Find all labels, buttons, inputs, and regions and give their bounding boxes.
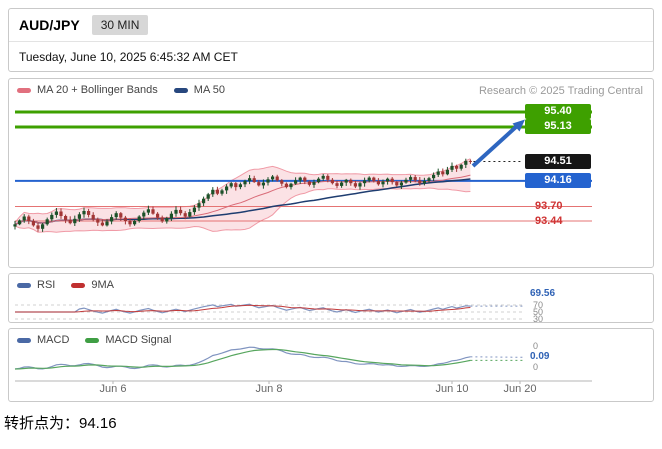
pivot-price-label: 94.16 — [525, 173, 591, 188]
symbol-title: AUD/JPY — [19, 17, 80, 33]
rsi-panel: RSI 9MA 69.56 70 50 30 — [8, 273, 654, 324]
macd-chart-canvas — [14, 346, 592, 384]
resistance1-price-label: 95.13 — [525, 119, 591, 134]
rsi-chart-canvas — [15, 303, 523, 320]
macd-current-value: 0.09 — [530, 351, 550, 362]
rsi-gridline-30-label: 30 — [533, 314, 544, 324]
macd-signal-swatch — [85, 337, 100, 343]
x-axis-label-jun-20: Jun 20 — [503, 383, 537, 395]
ma50-label: MA 50 — [193, 84, 225, 96]
rsi-9ma-swatch — [71, 282, 86, 288]
rsi-gridline-50-label: 50 — [533, 307, 544, 317]
chart-header: AUD/JPY 30 MIN Tuesday, June 10, 2025 6:… — [8, 8, 654, 72]
last-price-label: 94.51 — [525, 154, 591, 169]
macd-swatch — [17, 337, 31, 343]
interval-badge: 30 MIN — [91, 15, 149, 35]
macd-legend: MACD MACD Signal — [17, 334, 182, 346]
rsi-9ma-label: 9MA — [91, 279, 114, 291]
ma50-swatch — [173, 87, 188, 93]
ma20-bollinger-label: MA 20 + Bollinger Bands — [37, 84, 158, 96]
x-axis-label-jun-6: Jun 6 — [99, 383, 127, 395]
support1-price-label: 93.70 — [535, 200, 563, 212]
rsi-gridline-70-label: 70 — [533, 300, 544, 310]
macd-axis-bottom-label: 0 — [533, 362, 539, 372]
price-chart-panel: MA 20 + Bollinger Bands MA 50 Research ©… — [8, 78, 654, 268]
x-axis-label-jun-10: Jun 10 — [435, 383, 469, 395]
pivot-note-text: 转折点为：94.16 — [4, 415, 117, 432]
price-chart-canvas — [13, 110, 592, 233]
title-row: AUD/JPY 30 MIN — [9, 9, 653, 42]
macd-panel: MACD MACD Signal 0 0.09 0 Jun 6 Jun 8 Jun … — [8, 328, 654, 402]
rsi-label: RSI — [37, 279, 56, 291]
price-legend: MA 20 + Bollinger Bands MA 50 — [17, 84, 235, 96]
support2-price-label: 93.44 — [535, 215, 563, 227]
research-credit: Research © 2025 Trading Central — [478, 85, 643, 97]
macd-signal-label: MACD Signal — [105, 334, 172, 346]
ma20-bollinger-swatch — [17, 87, 31, 93]
chart-datetime: Tuesday, June 10, 2025 6:45:32 AM CET — [19, 50, 238, 64]
x-axis-label-jun-8: Jun 8 — [255, 383, 283, 395]
resistance2-price-label: 95.40 — [525, 104, 591, 119]
macd-label: MACD — [37, 334, 70, 346]
rsi-legend: RSI 9MA — [17, 279, 124, 291]
macd-axis-top-label: 0 — [533, 341, 539, 351]
rsi-current-value: 69.56 — [530, 288, 556, 299]
rsi-swatch — [17, 282, 31, 288]
